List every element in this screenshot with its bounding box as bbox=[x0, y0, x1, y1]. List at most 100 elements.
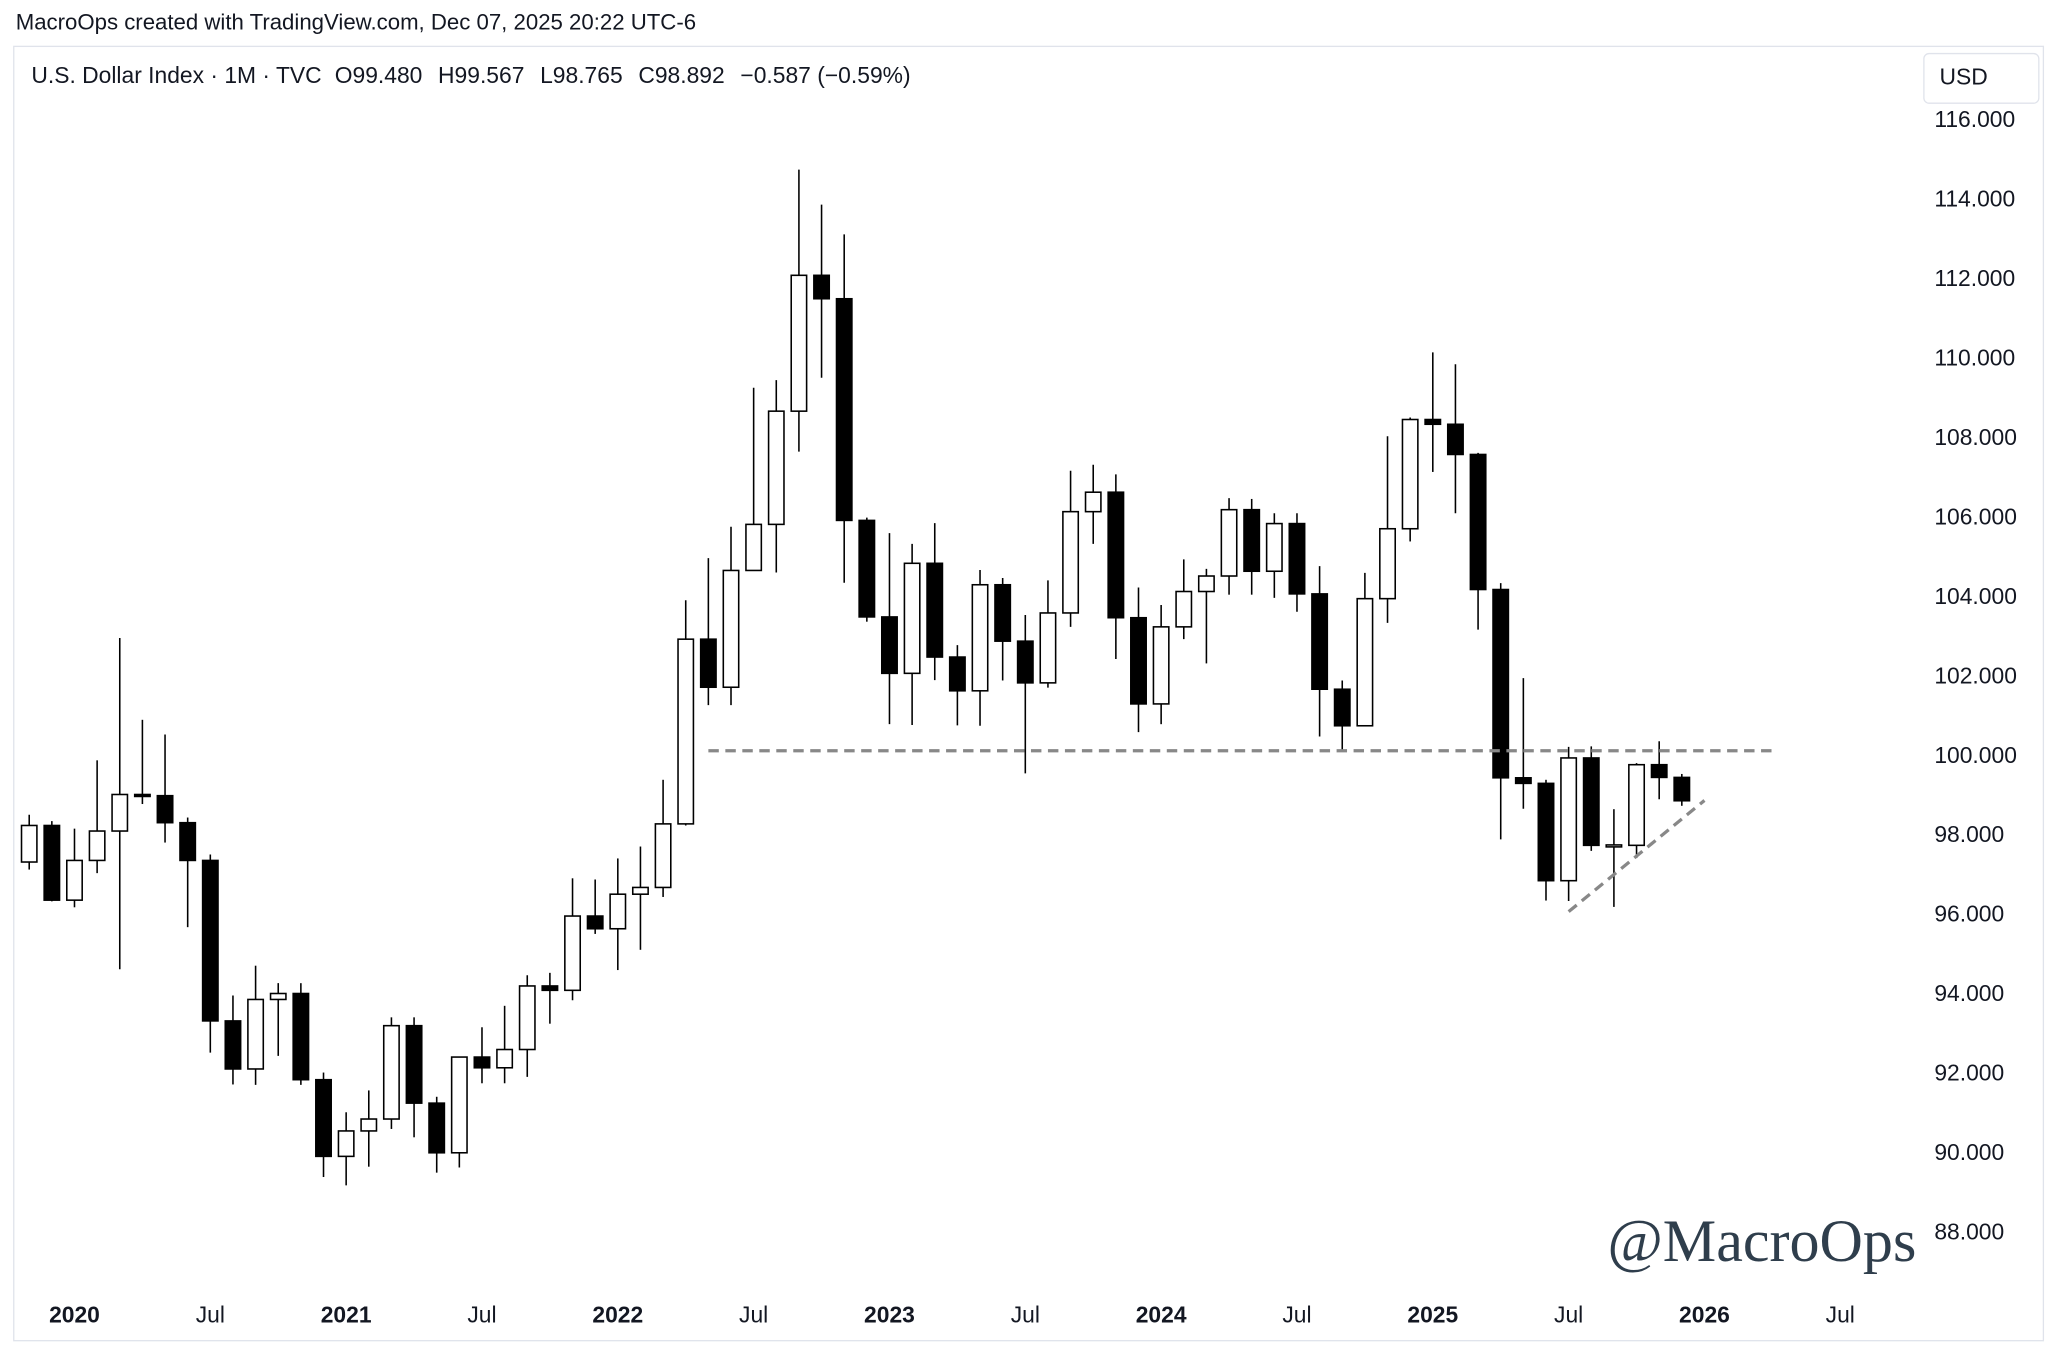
legend-high: H99.567 bbox=[438, 62, 524, 88]
candle-body bbox=[20, 824, 38, 863]
candle-body bbox=[1039, 612, 1057, 684]
candle-body bbox=[111, 793, 129, 832]
candle-body bbox=[813, 274, 831, 300]
x-tick-label: Jul bbox=[196, 1302, 225, 1328]
candle-body bbox=[767, 410, 785, 526]
candle-body bbox=[1605, 844, 1623, 848]
candle-body bbox=[1288, 522, 1306, 595]
candle-body bbox=[858, 519, 876, 618]
credit: MacroOps created with TradingView.com, D… bbox=[16, 9, 696, 34]
legend: U.S. Dollar Index · 1M · TVC O99.480 H99.5… bbox=[31, 62, 910, 88]
candle-body bbox=[1628, 763, 1646, 847]
currency-button[interactable] bbox=[1923, 52, 2040, 104]
y-tick-label: 110.000 bbox=[1934, 345, 2015, 371]
y-tick-label: 102.000 bbox=[1934, 662, 2017, 688]
candle-body bbox=[903, 562, 921, 675]
candle-body bbox=[1016, 640, 1034, 684]
candle-body bbox=[971, 583, 989, 692]
candle-body bbox=[1220, 508, 1238, 577]
candle-body bbox=[1084, 491, 1102, 513]
candle-body bbox=[1469, 453, 1487, 591]
candle-body bbox=[1446, 423, 1464, 456]
chart-frame bbox=[13, 45, 2045, 1342]
candle-body bbox=[1197, 575, 1215, 593]
candle-body bbox=[790, 274, 808, 412]
y-tick-label: 92.000 bbox=[1934, 1060, 2004, 1086]
candle-body bbox=[179, 821, 197, 862]
y-tick-label: 96.000 bbox=[1934, 901, 2004, 927]
y-tick-label: 98.000 bbox=[1934, 821, 2004, 847]
candle-body bbox=[1062, 510, 1080, 614]
candle-body bbox=[1152, 626, 1170, 705]
x-tick-label: Jul bbox=[467, 1302, 496, 1328]
x-tick-label: 2020 bbox=[49, 1302, 100, 1328]
candle-body bbox=[1356, 597, 1374, 727]
candle-body bbox=[292, 992, 310, 1081]
y-tick-label: 108.000 bbox=[1934, 424, 2017, 450]
candle-body bbox=[677, 638, 695, 825]
candle-body bbox=[1333, 688, 1351, 727]
candle-body bbox=[948, 656, 966, 692]
candle-body bbox=[1582, 757, 1600, 847]
y-tick-label: 94.000 bbox=[1934, 980, 2004, 1006]
candle-body bbox=[247, 998, 265, 1070]
candle-body bbox=[1560, 757, 1578, 882]
legend-low: L98.765 bbox=[540, 62, 623, 88]
candle-body bbox=[1379, 527, 1397, 600]
y-tick-label: 90.000 bbox=[1934, 1139, 2004, 1165]
candle-body bbox=[1650, 763, 1668, 779]
candle-body bbox=[1265, 522, 1283, 573]
x-tick-label: 2021 bbox=[321, 1302, 372, 1328]
candle-body bbox=[1175, 590, 1193, 628]
candle-body bbox=[541, 985, 559, 992]
candle-body bbox=[473, 1056, 491, 1069]
x-tick-label: Jul bbox=[739, 1302, 768, 1328]
candle-body bbox=[1311, 593, 1329, 691]
candle-body bbox=[224, 1020, 242, 1070]
candle-body bbox=[382, 1024, 400, 1120]
candle-body bbox=[360, 1118, 378, 1132]
candle-body bbox=[654, 823, 672, 889]
x-tick-label: Jul bbox=[1554, 1302, 1583, 1328]
candle-body bbox=[1424, 418, 1442, 426]
x-tick-label: Jul bbox=[1826, 1302, 1855, 1328]
y-tick-label: 114.000 bbox=[1934, 186, 2015, 212]
candle-body bbox=[586, 915, 604, 930]
candle-body bbox=[1537, 782, 1555, 882]
candle-body bbox=[1492, 588, 1510, 779]
x-tick-label: 2025 bbox=[1407, 1302, 1458, 1328]
candle-body bbox=[926, 562, 944, 658]
candle-body bbox=[609, 893, 627, 930]
candle-body bbox=[1107, 491, 1125, 619]
candle-body bbox=[835, 297, 853, 522]
candle-body bbox=[1130, 616, 1147, 705]
x-tick-label: 2024 bbox=[1136, 1302, 1187, 1328]
legend-change: −0.587 (−0.59%) bbox=[740, 62, 910, 88]
candle-body bbox=[631, 886, 649, 895]
candle-body bbox=[1401, 418, 1419, 530]
candle-body bbox=[337, 1130, 355, 1158]
candle-body bbox=[43, 824, 61, 901]
candle-body bbox=[201, 859, 219, 1022]
y-tick-label: 88.000 bbox=[1934, 1218, 2004, 1244]
candle-body bbox=[450, 1056, 468, 1154]
candle-body bbox=[496, 1048, 514, 1069]
trendline bbox=[1567, 799, 1706, 913]
candle-body bbox=[405, 1024, 423, 1104]
x-tick-label: 2026 bbox=[1679, 1302, 1730, 1328]
candle-body bbox=[518, 985, 536, 1051]
candle-body bbox=[722, 569, 740, 689]
x-tick-label: 2022 bbox=[592, 1302, 643, 1328]
candle-body bbox=[880, 616, 898, 675]
candle-body bbox=[1514, 777, 1532, 785]
y-tick-label: 106.000 bbox=[1934, 503, 2017, 529]
candle-body bbox=[88, 830, 106, 862]
candle-body bbox=[699, 638, 717, 689]
watermark: @MacroOps bbox=[1608, 1207, 1917, 1274]
x-tick-label: Jul bbox=[1282, 1302, 1311, 1328]
legend-open: O99.480 bbox=[335, 62, 423, 88]
candle-body bbox=[745, 523, 763, 572]
currency-label[interactable]: USD bbox=[1940, 63, 1988, 89]
candle-body bbox=[994, 583, 1012, 642]
